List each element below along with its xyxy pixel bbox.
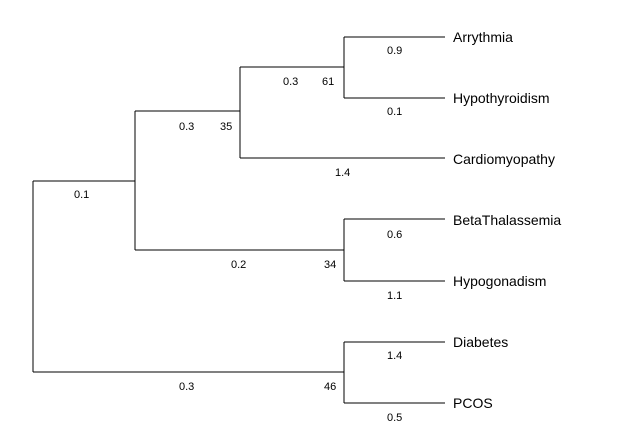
leaf-label-arrythmia: Arrythmia bbox=[453, 29, 513, 45]
bootstrap-cardio-clade: 35 bbox=[220, 121, 232, 133]
leaf-label-hypogonadism: Hypogonadism bbox=[453, 273, 546, 289]
tree-branches bbox=[32, 36, 445, 404]
branch-length-cardio-clade: 0.3 bbox=[179, 121, 194, 133]
branch-length-cardiomyopathy: 1.4 bbox=[335, 167, 350, 179]
branch-length-diabetes: 1.4 bbox=[387, 350, 402, 362]
bootstrap-arr-hypo: 61 bbox=[322, 76, 334, 88]
branch-length-arr-hypo: 0.3 bbox=[283, 76, 298, 88]
branch-length-labels: 0.1 0.3 0.3 0.9 0.1 1.4 0.2 0.6 1.1 0.3 … bbox=[74, 45, 402, 424]
branch-length-root-upper: 0.1 bbox=[74, 189, 89, 201]
leaf-label-pcos: PCOS bbox=[453, 395, 493, 411]
bootstrap-diab-pcos: 46 bbox=[324, 381, 336, 393]
leaf-label-cardiomyopathy: Cardiomyopathy bbox=[453, 151, 555, 167]
bootstrap-labels: 61 35 34 46 bbox=[220, 76, 336, 393]
branch-length-betathalassemia: 0.6 bbox=[387, 229, 402, 241]
branch-length-arrythmia: 0.9 bbox=[387, 45, 402, 57]
leaf-label-hypothyroidism: Hypothyroidism bbox=[453, 90, 549, 106]
leaf-labels: Arrythmia Hypothyroidism Cardiomyopathy … bbox=[453, 29, 561, 411]
branch-length-pcos: 0.5 bbox=[387, 412, 402, 424]
leaf-label-betathalassemia: BetaThalassemia bbox=[453, 212, 561, 228]
branch-length-diab-pcos: 0.3 bbox=[179, 381, 194, 393]
bootstrap-beta-hypo: 34 bbox=[324, 259, 336, 271]
branch-length-hypothyroidism: 0.1 bbox=[387, 106, 402, 118]
branch-length-beta-hypo: 0.2 bbox=[231, 259, 246, 271]
leaf-label-diabetes: Diabetes bbox=[453, 334, 508, 350]
branch-length-hypogonadism: 1.1 bbox=[387, 290, 402, 302]
